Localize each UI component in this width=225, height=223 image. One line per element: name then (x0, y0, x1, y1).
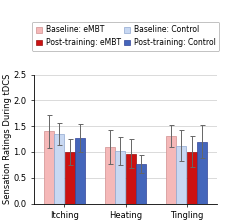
Bar (115, 151, 125, 204)
Y-axis label: Sensation Ratings During tDCS: Sensation Ratings During tDCS (3, 74, 12, 204)
Bar (105, 147, 114, 204)
Bar (176, 146, 185, 204)
Bar (54, 134, 64, 204)
Bar (125, 153, 135, 204)
Bar (65, 152, 74, 204)
Bar (165, 136, 175, 204)
Bar (136, 164, 145, 204)
Bar (44, 131, 54, 204)
Bar (186, 152, 196, 204)
Bar (196, 142, 206, 204)
Bar (75, 138, 85, 204)
Legend: Baseline: eMBT, Post-training: eMBT, Baseline: Control, Post-training: Control: Baseline: eMBT, Post-training: eMBT, Bas… (32, 22, 218, 51)
